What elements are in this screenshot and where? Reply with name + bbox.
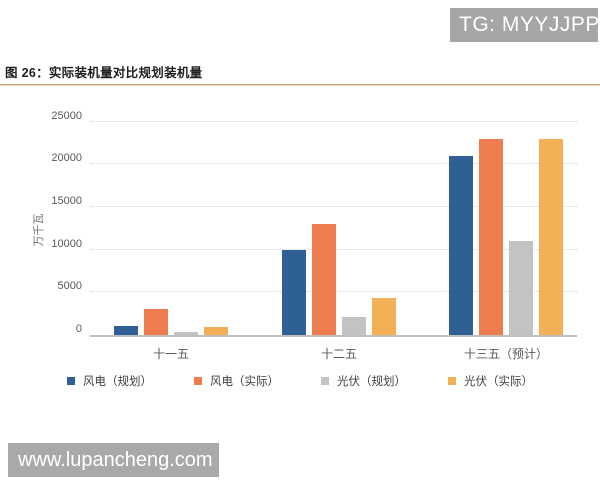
- bar-series3-cat3: [509, 241, 533, 335]
- x-axis-label: 十一五: [152, 347, 189, 361]
- y-tick-label: 25000: [51, 109, 82, 122]
- legend-label: 光伏（规划）: [337, 376, 406, 388]
- legend-marker-icon: [448, 377, 456, 385]
- x-axis-label: 十三五（预计）: [463, 347, 548, 361]
- bar-chart-plot-area: 0 5000 10000 15000 20000 25000 十一五 十二五 十三五（预计）: [51, 110, 577, 361]
- gridline-25000: [90, 120, 577, 122]
- bar-series2-cat1: [144, 308, 168, 335]
- legend-item: 光伏（实际）: [448, 373, 533, 389]
- y-tick-label: 10000: [51, 237, 82, 250]
- bar-series3-cat1: [174, 331, 198, 335]
- bar-series4-cat1: [204, 327, 228, 335]
- bar-series1-cat1: [114, 326, 138, 335]
- tg-badge: TG: MYYJJPP: [450, 8, 599, 42]
- x-axis-label: 十二五: [320, 347, 357, 361]
- bar-series2-cat2: [312, 224, 336, 335]
- legend-item: 风电（规划）: [67, 373, 152, 389]
- legend-label: 风电（规划）: [83, 376, 152, 388]
- bar-series4-cat3: [539, 138, 563, 335]
- figure-title: 图 26：实际装机量对比规划装机量: [5, 66, 203, 80]
- legend-item: 光伏（规划）: [321, 373, 406, 389]
- bar-series4-cat2: [372, 298, 396, 335]
- bar-series1-cat3: [449, 155, 473, 335]
- y-tick-label: 20000: [51, 152, 82, 165]
- gridline-20000: [90, 163, 577, 165]
- legend-marker-icon: [67, 377, 75, 385]
- title-divider: [0, 84, 600, 86]
- y-tick-label: 15000: [51, 195, 82, 208]
- y-tick-label: 5000: [57, 280, 82, 293]
- gridline-15000: [90, 206, 577, 208]
- watermark: www.lupancheng.com: [8, 443, 219, 477]
- chart-legend: 风电（规划） 风电（实际） 光伏（规划） 光伏（实际）: [0, 372, 600, 390]
- legend-marker-icon: [321, 377, 329, 385]
- bar-series1-cat2: [282, 249, 306, 335]
- legend-label: 光伏（实际）: [464, 376, 533, 388]
- bar-series2-cat3: [479, 138, 503, 335]
- y-tick-label: 0: [75, 323, 82, 335]
- legend-marker-icon: [194, 377, 202, 385]
- legend-label: 风电（实际）: [210, 376, 279, 388]
- legend-item: 风电（实际）: [194, 373, 279, 389]
- bar-series3-cat2: [342, 317, 366, 335]
